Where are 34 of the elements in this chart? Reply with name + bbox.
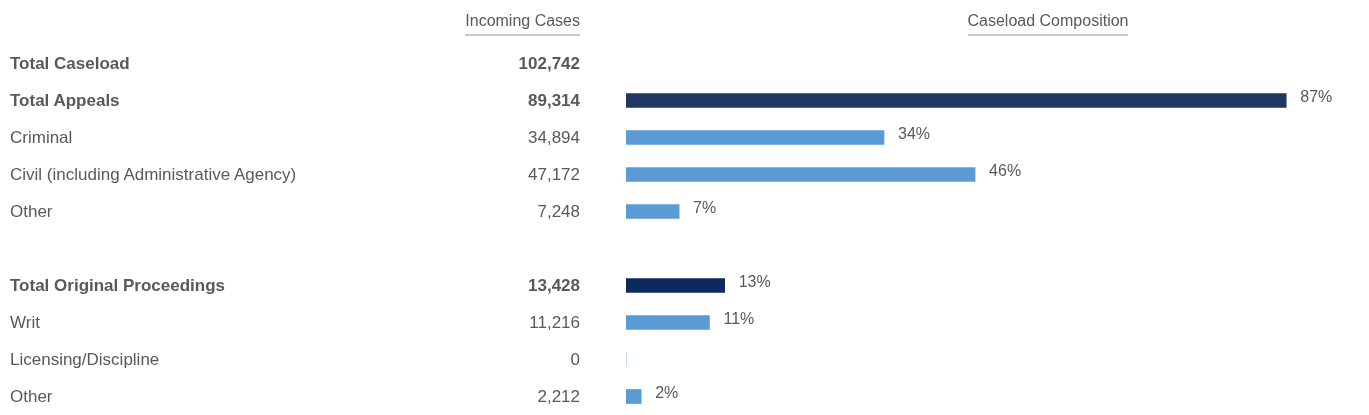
bar <box>626 315 710 330</box>
y-tick-label: Criminal <box>10 127 73 149</box>
bar <box>626 130 885 145</box>
y-tick-label: Licensing/Discipline <box>10 349 160 371</box>
data-label: 2% <box>655 383 679 401</box>
data-label: 34,894 <box>528 127 580 149</box>
data-label: 0 <box>570 349 580 371</box>
data-label: 11,216 <box>529 312 580 334</box>
bar <box>626 389 642 404</box>
data-label: 47,172 <box>528 164 580 186</box>
bar <box>626 93 1287 108</box>
data-label: 7% <box>693 198 717 216</box>
y-tick-label: Total Caseload <box>10 53 130 75</box>
text: Incoming Cases <box>465 12 580 36</box>
y-tick-label: Total Original Proceedings <box>10 275 226 297</box>
y-tick-label: Total Appeals <box>10 90 120 112</box>
data-label: 7,248 <box>537 201 580 223</box>
y-tick-label: Other <box>10 386 53 408</box>
data-label: 87% <box>1300 87 1333 105</box>
data-label: 11% <box>723 309 755 327</box>
data-label: 2,212 <box>537 386 580 408</box>
bar <box>626 167 976 182</box>
data-label: 102,742 <box>518 53 580 75</box>
data-label: 13,428 <box>528 275 580 297</box>
y-tick-label: Writ <box>10 312 40 334</box>
data-label: 89,314 <box>528 90 580 112</box>
y-tick-label: Other <box>10 201 53 223</box>
data-label: 46% <box>989 161 1022 179</box>
bar <box>626 278 725 293</box>
chart-title: Caseload Composition <box>967 12 1129 36</box>
bar <box>626 204 680 219</box>
data-label: 34% <box>898 124 931 142</box>
data-label: 13% <box>738 272 771 290</box>
y-tick-label: Civil (including Administrative Agency) <box>10 164 297 186</box>
